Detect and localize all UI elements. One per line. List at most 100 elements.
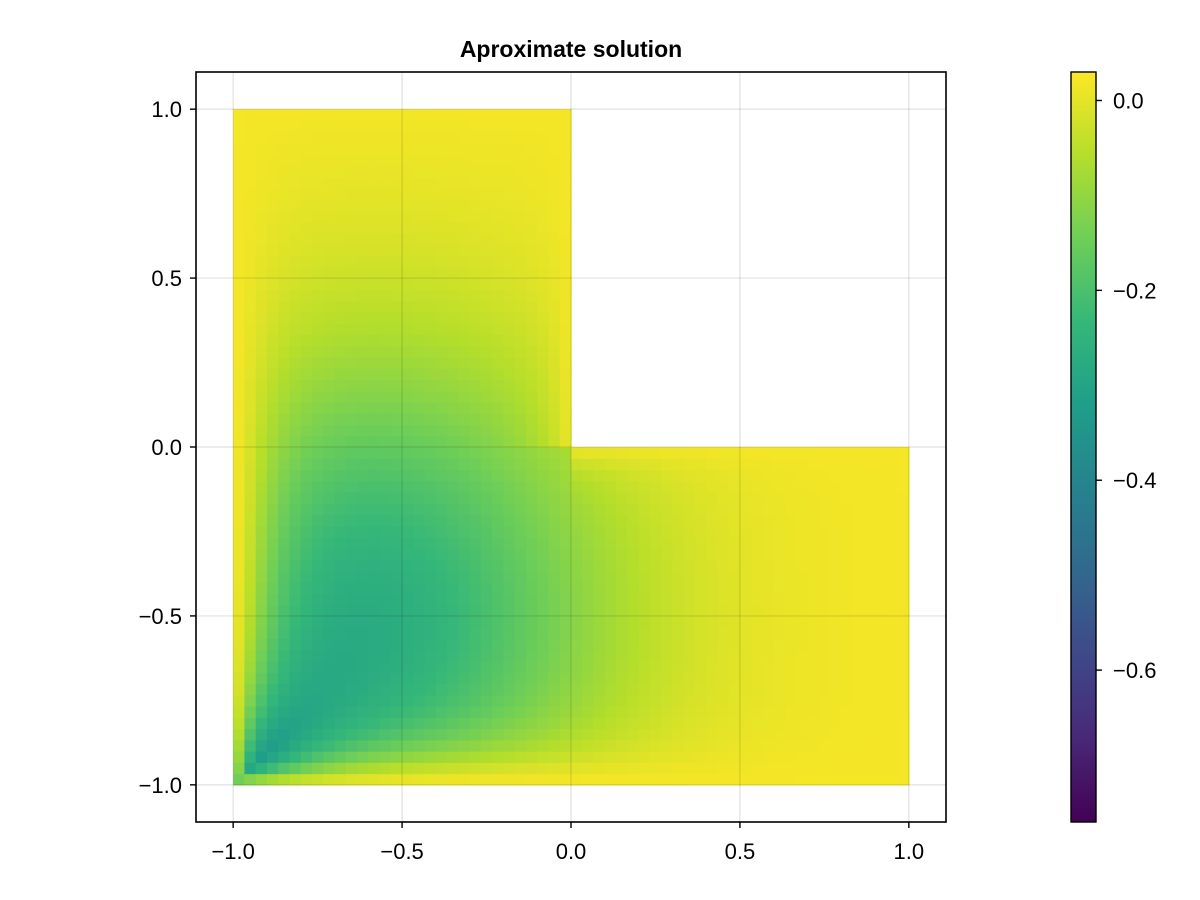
heatmap-cell	[334, 638, 347, 651]
heatmap-cell	[672, 751, 685, 763]
heatmap-cell	[244, 199, 257, 212]
heatmap-cell	[424, 278, 437, 290]
heatmap-cell	[683, 683, 696, 696]
heatmap-cell	[390, 154, 403, 167]
heatmap-cell	[694, 739, 707, 752]
heatmap-cell	[233, 187, 246, 200]
heatmap-cell	[593, 649, 606, 662]
heatmap-cell	[875, 480, 887, 493]
heatmap-cell	[447, 492, 459, 504]
heatmap-cell	[751, 739, 764, 752]
heatmap-cell	[492, 334, 505, 347]
heatmap-cell	[694, 706, 707, 718]
heatmap-cell	[593, 548, 606, 561]
heatmap-cell	[830, 638, 842, 651]
heatmap-cell	[311, 503, 324, 516]
heatmap-cell	[672, 694, 685, 707]
heatmap-cell	[323, 638, 336, 651]
heatmap-cell	[593, 672, 606, 685]
heatmap-cell	[278, 615, 291, 628]
heatmap-cell	[807, 447, 820, 459]
heatmap-cell	[841, 638, 854, 651]
heatmap-cell	[402, 480, 414, 493]
heatmap-cell	[480, 368, 493, 381]
heatmap-cell	[413, 390, 426, 403]
heatmap-cell	[807, 717, 820, 730]
heatmap-cell	[458, 469, 471, 482]
heatmap-cell	[784, 739, 797, 752]
heatmap-cell	[357, 131, 369, 144]
heatmap-cell	[469, 323, 482, 335]
heatmap-cell	[807, 773, 820, 786]
heatmap-cell	[773, 604, 786, 617]
heatmap-cell	[311, 199, 324, 212]
heatmap-cell	[559, 751, 572, 763]
heatmap-cell	[311, 638, 324, 651]
heatmap-cell	[841, 525, 854, 538]
heatmap-cell	[469, 368, 482, 381]
heatmap-cell	[863, 537, 876, 549]
heatmap-cell	[278, 390, 291, 403]
heatmap-cell	[289, 525, 302, 538]
heatmap-cell	[525, 390, 538, 403]
heatmap-cell	[255, 142, 268, 155]
heatmap-cell	[334, 773, 347, 786]
heatmap-cell	[548, 548, 561, 561]
heatmap-cell	[559, 773, 572, 786]
heatmap-cell	[514, 458, 527, 471]
heatmap-cell	[796, 548, 809, 561]
heatmap-cell	[503, 638, 516, 651]
heatmap-cell	[593, 570, 606, 583]
heatmap-cell	[548, 649, 561, 662]
heatmap-cell	[852, 683, 865, 696]
heatmap-cell	[492, 131, 505, 144]
heatmap-cell	[435, 187, 448, 200]
heatmap-cell	[548, 356, 561, 369]
heatmap-cell	[638, 537, 651, 549]
heatmap-cell	[255, 660, 268, 673]
heatmap-cell	[480, 570, 493, 583]
heatmap-cell	[390, 604, 403, 617]
heatmap-cell	[368, 762, 381, 775]
heatmap-cell	[402, 413, 414, 426]
heatmap-cell	[447, 638, 459, 651]
heatmap-cell	[233, 356, 246, 369]
heatmap-cell	[266, 638, 279, 651]
heatmap-cell	[638, 717, 651, 730]
heatmap-cell	[616, 751, 628, 763]
heatmap-cell	[368, 739, 381, 752]
heatmap-cell	[559, 739, 572, 752]
heatmap-cell	[323, 401, 336, 414]
heatmap-cell	[300, 503, 313, 516]
heatmap-cell	[784, 649, 797, 662]
heatmap-cell	[323, 570, 336, 583]
heatmap-cell	[323, 334, 336, 347]
heatmap-cell	[311, 435, 324, 448]
heatmap-cell	[717, 492, 730, 504]
heatmap-cell	[255, 672, 268, 685]
heatmap-cell	[266, 739, 279, 752]
heatmap-cell	[649, 694, 662, 707]
heatmap-cell	[525, 706, 538, 718]
heatmap-cell	[323, 683, 336, 696]
heatmap-cell	[233, 480, 246, 493]
heatmap-cell	[368, 593, 381, 606]
heatmap-cell	[255, 401, 268, 414]
heatmap-cell	[435, 109, 448, 122]
heatmap-cell	[548, 728, 561, 741]
heatmap-cell	[323, 187, 336, 200]
heatmap-cell	[897, 649, 910, 662]
heatmap-cell	[266, 379, 279, 392]
heatmap-cell	[357, 379, 369, 392]
heatmap-cell	[447, 120, 459, 133]
heatmap-cell	[266, 401, 279, 414]
heatmap-cell	[638, 773, 651, 786]
heatmap-cell	[830, 739, 842, 752]
heatmap-cell	[503, 627, 516, 640]
heatmap-cell	[717, 469, 730, 482]
heatmap-cell	[379, 120, 392, 133]
heatmap-cell	[357, 187, 369, 200]
heatmap-cell	[852, 762, 865, 775]
heatmap-cell	[683, 582, 696, 594]
heatmap-cell	[458, 570, 471, 583]
